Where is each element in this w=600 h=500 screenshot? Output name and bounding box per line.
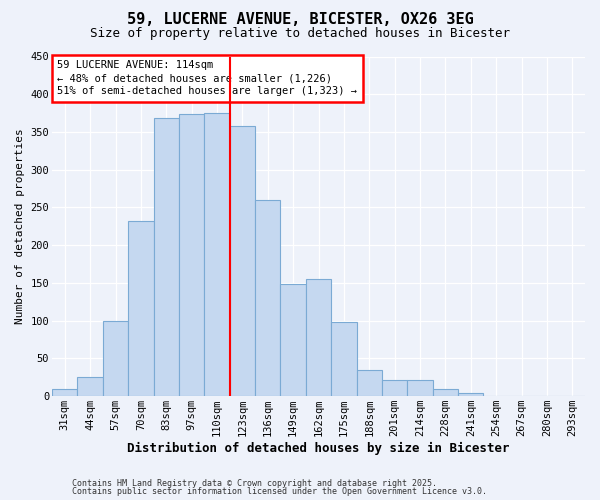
Bar: [407, 380, 433, 396]
Text: Contains HM Land Registry data © Crown copyright and database right 2025.: Contains HM Land Registry data © Crown c…: [72, 478, 437, 488]
Bar: [255, 200, 280, 396]
Bar: [154, 118, 179, 396]
Bar: [52, 388, 77, 396]
Bar: [179, 114, 205, 396]
Bar: [382, 380, 407, 396]
Bar: [280, 284, 306, 396]
X-axis label: Distribution of detached houses by size in Bicester: Distribution of detached houses by size …: [127, 442, 510, 455]
Bar: [103, 320, 128, 396]
Bar: [230, 126, 255, 396]
Text: 59 LUCERNE AVENUE: 114sqm
← 48% of detached houses are smaller (1,226)
51% of se: 59 LUCERNE AVENUE: 114sqm ← 48% of detac…: [58, 60, 358, 96]
Bar: [77, 377, 103, 396]
Bar: [356, 370, 382, 396]
Text: Size of property relative to detached houses in Bicester: Size of property relative to detached ho…: [90, 28, 510, 40]
Text: Contains public sector information licensed under the Open Government Licence v3: Contains public sector information licen…: [72, 487, 487, 496]
Bar: [306, 279, 331, 396]
Bar: [205, 113, 230, 396]
Bar: [458, 393, 484, 396]
Y-axis label: Number of detached properties: Number of detached properties: [15, 128, 25, 324]
Bar: [433, 388, 458, 396]
Text: 59, LUCERNE AVENUE, BICESTER, OX26 3EG: 59, LUCERNE AVENUE, BICESTER, OX26 3EG: [127, 12, 473, 28]
Bar: [128, 221, 154, 396]
Bar: [331, 322, 356, 396]
